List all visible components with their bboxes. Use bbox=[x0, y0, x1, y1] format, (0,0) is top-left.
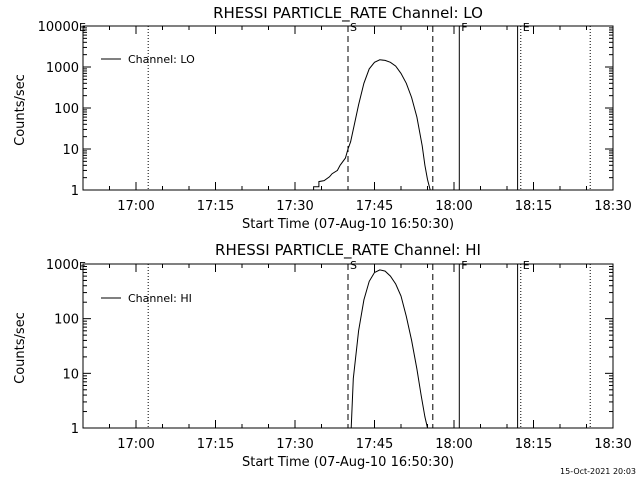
y-tick-label: 1000 bbox=[46, 258, 79, 273]
series-line bbox=[350, 269, 428, 429]
marker-label: F bbox=[461, 21, 467, 34]
panel-lo: RHESSI PARTICLE_RATE Channel: LO Start T… bbox=[13, 4, 632, 232]
marker-label: F bbox=[461, 259, 467, 272]
x-tick-label: 17:45 bbox=[356, 199, 393, 214]
y-tick-label: 10 bbox=[62, 143, 79, 158]
marker-label: S bbox=[350, 21, 357, 34]
panel-hi-axes: 17:00 17:15 17:30 17:45 18:00 18:15 18:30 1 10 10… bbox=[46, 258, 632, 452]
x-tick-label: 18:30 bbox=[594, 199, 631, 214]
x-tick-label: 18:00 bbox=[435, 199, 472, 214]
legend-label-lo: Channel: LO bbox=[128, 53, 195, 66]
chart-title-lo: RHESSI PARTICLE_RATE Channel: LO bbox=[213, 4, 483, 23]
x-tick-label: 18:15 bbox=[515, 437, 552, 452]
x-tick-label: 17:00 bbox=[117, 199, 154, 214]
chart-title-hi: RHESSI PARTICLE_RATE Channel: HI bbox=[215, 241, 481, 260]
y-tick-label: 1000 bbox=[46, 61, 79, 76]
x-tick-label: 17:15 bbox=[197, 437, 234, 452]
x-axis-label-hi: Start Time (07-Aug-10 16:50:30) bbox=[242, 455, 454, 470]
marker-label: E bbox=[523, 21, 530, 34]
x-tick-label: 17:00 bbox=[117, 437, 154, 452]
legend-label-hi: Channel: HI bbox=[128, 292, 192, 305]
x-tick-label: 17:30 bbox=[276, 437, 313, 452]
x-tick-label: 18:00 bbox=[435, 437, 472, 452]
y-tick-label: 100 bbox=[54, 313, 79, 328]
x-axis-label-lo: Start Time (07-Aug-10 16:50:30) bbox=[242, 217, 454, 232]
series-line bbox=[313, 59, 431, 191]
x-tick-label: 17:30 bbox=[276, 199, 313, 214]
y-axis-label-hi: Counts/sec bbox=[13, 312, 28, 384]
panel-lo-axes: 17:00 17:15 17:30 17:45 18:00 18:15 18:30 1 10 10… bbox=[38, 20, 632, 214]
marker-label: S bbox=[350, 259, 357, 272]
footer-timestamp: 15-Oct-2021 20:03 bbox=[560, 467, 636, 476]
y-tick-label: 10 bbox=[62, 367, 79, 382]
x-tick-label: 17:15 bbox=[197, 199, 234, 214]
y-tick-label: 10000 bbox=[38, 20, 79, 35]
y-tick-label: 1 bbox=[71, 184, 79, 199]
marker-label: E bbox=[523, 259, 530, 272]
x-tick-label: 18:15 bbox=[515, 199, 552, 214]
x-tick-label: 17:45 bbox=[356, 437, 393, 452]
x-tick-label: 18:30 bbox=[594, 437, 631, 452]
y-axis-label-lo: Counts/sec bbox=[13, 74, 28, 146]
y-tick-label: 1 bbox=[71, 422, 79, 437]
y-tick-label: 100 bbox=[54, 102, 79, 117]
panel-hi: RHESSI PARTICLE_RATE Channel: HI Start T… bbox=[13, 241, 632, 470]
